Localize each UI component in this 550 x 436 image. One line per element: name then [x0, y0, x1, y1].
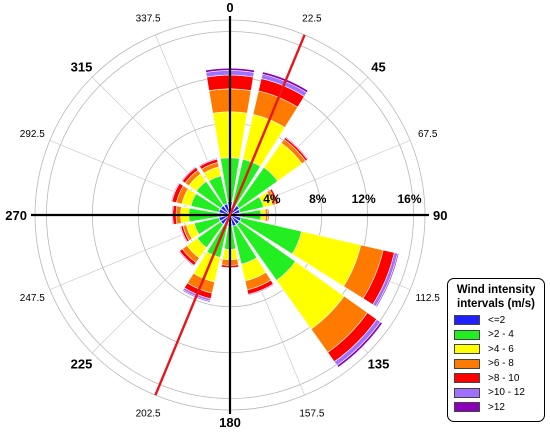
legend-label: >4 - 6	[488, 343, 514, 355]
ring-label-2: 8%	[309, 192, 327, 206]
bar-45-class-6	[285, 135, 310, 160]
legend-title: Wind intensity intervals (m/s)	[456, 284, 536, 310]
legend: Wind intensity intervals (m/s) <=2 >2 - 4…	[447, 278, 545, 422]
direction-label-112.5: 112.5	[416, 293, 441, 304]
direction-label-45: 45	[371, 60, 385, 75]
bar-202.5-class-6	[182, 289, 211, 303]
legend-label: >2 - 4	[488, 329, 514, 341]
legend-swatch	[454, 344, 480, 355]
direction-label-270: 270	[5, 208, 27, 223]
bar-157.5-class-6	[248, 284, 275, 297]
bar-337.5-class-6	[198, 157, 218, 166]
legend-swatch	[454, 387, 480, 398]
bar-22.5-class-6	[261, 71, 309, 93]
direction-label-67.5: 67.5	[418, 129, 438, 140]
direction-label-315: 315	[71, 60, 93, 75]
mean-direction-line	[154, 34, 306, 396]
direction-label-22.5: 22.5	[302, 13, 322, 24]
legend-item: >8 - 10	[454, 371, 544, 386]
direction-label-180: 180	[219, 415, 241, 430]
bar-67.5-class-6	[271, 187, 280, 205]
bar-135-class-6	[336, 321, 383, 368]
legend-item: >4 - 6	[454, 342, 544, 357]
legend-items: <=2 >2 - 4 >4 - 6 >6 - 8 >8 - 10 >10 - 12 >12	[448, 313, 544, 415]
legend-swatch	[454, 373, 480, 384]
bar-112.5-class-6	[375, 253, 400, 308]
direction-label-337.5: 337.5	[136, 13, 161, 24]
direction-label-157.5: 157.5	[299, 409, 324, 420]
legend-item: >12	[454, 400, 544, 415]
direction-label-135: 135	[368, 356, 390, 371]
legend-item: <=2	[454, 313, 544, 328]
legend-label: >10 - 12	[488, 387, 525, 399]
direction-label-90: 90	[433, 208, 447, 223]
ring-label-4: 16%	[398, 192, 422, 206]
ring-label-1: 4%	[263, 192, 281, 206]
bar-247.5-class-6	[178, 226, 187, 244]
legend-label: >8 - 10	[488, 372, 520, 384]
legend-item: >10 - 12	[454, 386, 544, 401]
direction-label-0: 0	[226, 0, 233, 15]
legend-label: <=2	[488, 314, 506, 326]
direction-label-202.5: 202.5	[136, 409, 161, 420]
legend-swatch	[454, 315, 480, 326]
bar-180-class-5	[220, 266, 240, 269]
ring-label-3: 12%	[352, 192, 376, 206]
bar-292.5-class-6	[169, 181, 179, 202]
direction-label-225: 225	[71, 356, 93, 371]
legend-item: >6 - 8	[454, 357, 544, 372]
legend-swatch	[454, 358, 480, 369]
bar-315-class-6	[180, 165, 196, 181]
direction-label-247.5: 247.5	[20, 293, 45, 304]
bar-225-class-6	[177, 251, 194, 268]
legend-swatch	[454, 402, 480, 413]
legend-label: >12	[488, 401, 505, 413]
legend-item: >2 - 4	[454, 328, 544, 343]
bar-270-class-6	[170, 204, 173, 226]
legend-swatch	[454, 329, 480, 340]
legend-label: >6 - 8	[488, 358, 514, 370]
direction-label-292.5: 292.5	[20, 129, 45, 140]
